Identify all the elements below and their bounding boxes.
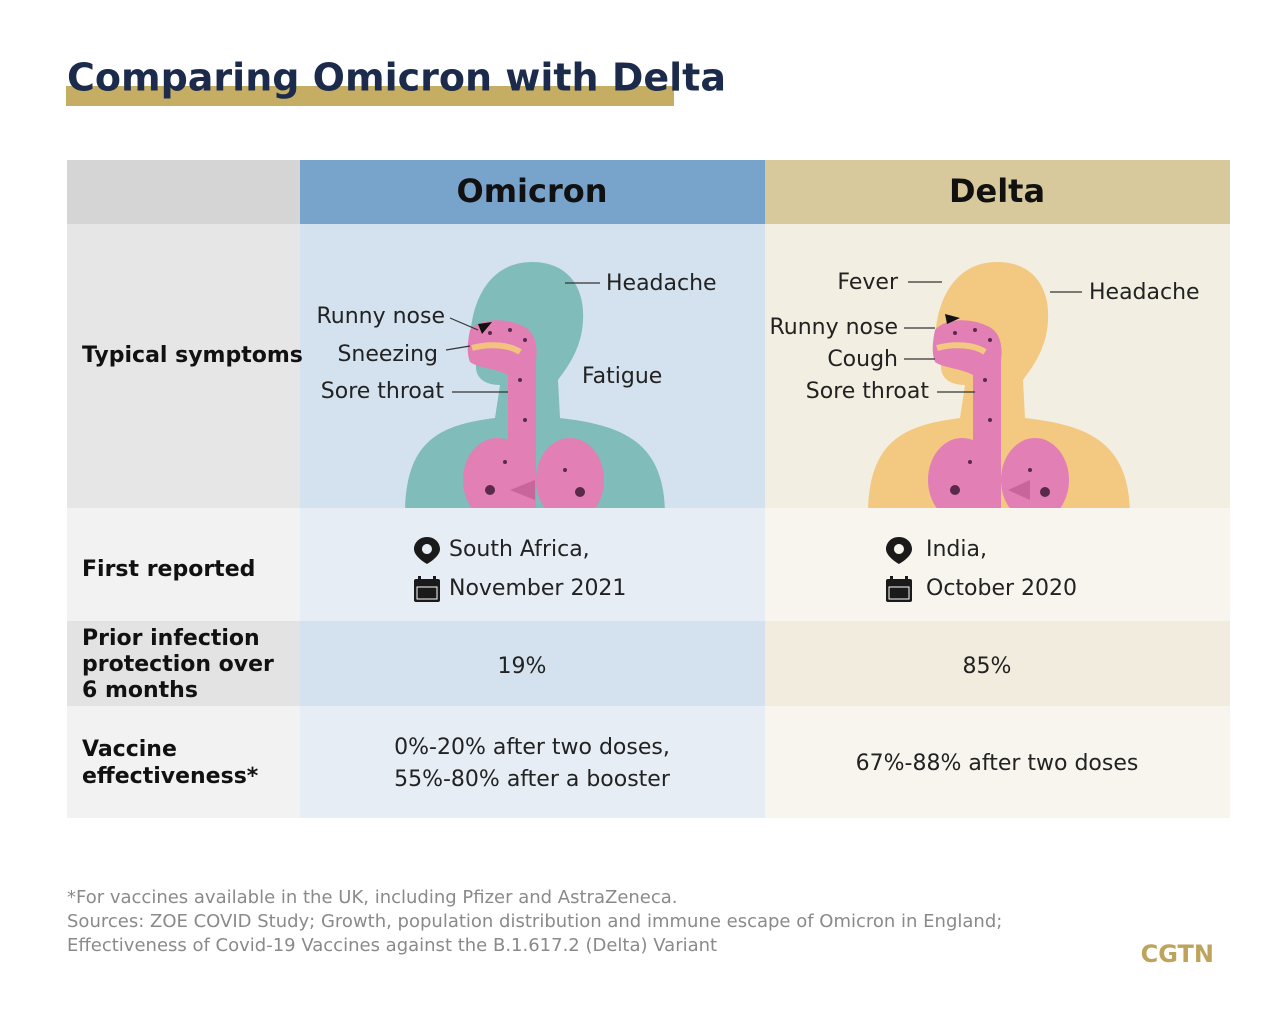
vaccine-value: 67%-88% after two doses [856, 751, 1139, 776]
title: Comparing Omicron with Delta [67, 56, 726, 100]
row-label: Vaccine [82, 737, 177, 762]
footnote: *For vaccines available in the UK, inclu… [67, 887, 678, 908]
symptom: Sore throat [321, 379, 445, 404]
location: India, [926, 537, 987, 562]
row-label: Typical symptoms [82, 343, 303, 368]
column-header: Omicron [456, 172, 607, 210]
logo: CGTN [1141, 940, 1214, 968]
row-label: Prior infection [82, 626, 260, 651]
vaccine-value: 0%-20% after two doses, [394, 735, 670, 760]
omicron-figure [405, 262, 665, 508]
row-label: effectiveness* [82, 764, 259, 789]
header-omicron [300, 160, 765, 224]
header-delta [765, 160, 1230, 224]
row-backgrounds [67, 224, 1230, 818]
header-blank [67, 160, 300, 224]
symptom: Sneezing [337, 342, 438, 367]
footnote: Sources: ZOE COVID Study; Growth, popula… [67, 911, 1002, 932]
delta-figure [868, 262, 1130, 508]
vaccine-value: 55%-80% after a booster [394, 767, 671, 792]
row-label: 6 months [82, 678, 198, 703]
row-label: protection over [82, 652, 274, 677]
symptom: Fever [837, 270, 899, 295]
symptom: Sore throat [806, 379, 930, 404]
row-label: First reported [82, 557, 255, 582]
symptom: Fatigue [582, 364, 662, 389]
date: October 2020 [926, 576, 1077, 601]
column-header: Delta [949, 172, 1045, 210]
symptom: Headache [1089, 280, 1200, 305]
icons [414, 537, 912, 602]
symptom: Runny nose [316, 304, 445, 329]
symptom: Runny nose [769, 315, 898, 340]
location: South Africa, [449, 537, 590, 562]
calendar-grid [416, 586, 910, 600]
footnote: Effectiveness of Covid-19 Vaccines again… [67, 935, 717, 956]
protection-value: 19% [498, 654, 547, 679]
date: November 2021 [449, 576, 626, 601]
symptom: Headache [606, 271, 717, 296]
symptom: Cough [827, 347, 898, 372]
leader-lines [445, 281, 1082, 393]
title-underline [66, 86, 674, 106]
protection-value: 85% [963, 654, 1012, 679]
